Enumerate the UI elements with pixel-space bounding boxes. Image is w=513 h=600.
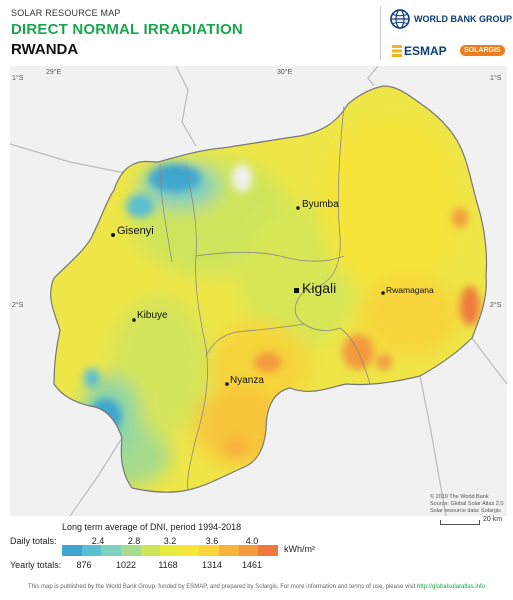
- scale-label: 20 km: [483, 516, 503, 523]
- city-marker-icon: [381, 291, 385, 295]
- yearly-value: 1314: [201, 560, 223, 570]
- esmap-logo: ESMAP: [392, 44, 447, 58]
- credit-line: © 2019 The World Bank: [430, 494, 489, 500]
- footer-text: This map is published by the World Bank …: [27, 584, 416, 590]
- dni-map: Gisenyi Byumba Kigali Rwamagana Kibuye N…: [10, 66, 507, 516]
- yearly-value: 1022: [115, 560, 137, 570]
- ramp-swatch: [179, 545, 200, 556]
- province-borders: [159, 105, 371, 491]
- daily-totals-label: Daily totals:: [10, 536, 57, 546]
- neighbour-border: [367, 66, 379, 87]
- city-label-byumba: Byumba: [302, 199, 339, 210]
- credit-line: Solar resource data: Solargis: [430, 508, 501, 514]
- yearly-value: 1168: [158, 560, 178, 570]
- daily-value: 3.6: [205, 536, 219, 546]
- city-kibuye: Kibuye: [132, 310, 168, 322]
- city-label-kibuye: Kibuye: [137, 310, 168, 321]
- map-kicker: SOLAR RESOURCE MAP: [11, 8, 121, 18]
- daily-value: 3.2: [163, 536, 177, 546]
- map-credit: © 2019 The World Bank Source: Global Sol…: [430, 494, 503, 515]
- world-bank-label: WORLD BANK GROUP: [414, 14, 512, 24]
- legend-unit: kWh/m²: [284, 544, 315, 554]
- daily-value: 4.0: [245, 536, 259, 546]
- city-marker-icon: [132, 318, 136, 322]
- map-footer: This map is published by the World Bank …: [0, 584, 513, 590]
- yearly-value: 876: [76, 560, 92, 570]
- ramp-swatch: [81, 545, 102, 556]
- ramp-swatch: [219, 545, 239, 556]
- ramp-swatch: [101, 545, 121, 556]
- neighbour-border: [69, 437, 123, 516]
- yearly-value: 1461: [241, 560, 263, 570]
- daily-value: 2.8: [127, 536, 141, 546]
- header-divider: [380, 6, 381, 60]
- ramp-swatch: [238, 545, 259, 556]
- city-label-nyanza: Nyanza: [230, 375, 264, 386]
- daily-value: 2.4: [91, 536, 105, 546]
- map-title: DIRECT NORMAL IRRADIATION: [11, 21, 243, 38]
- lat-label-2s-right: 2°S: [490, 302, 502, 309]
- neighbour-border: [175, 66, 197, 147]
- country-name: RWANDA: [11, 41, 79, 58]
- capital-marker-icon: [294, 288, 299, 293]
- neighbour-border: [419, 375, 447, 516]
- ramp-swatch: [258, 545, 279, 556]
- city-kigali: Kigali: [294, 280, 336, 296]
- city-rwamagana: Rwamagana: [381, 285, 434, 295]
- city-marker-icon: [296, 206, 300, 210]
- credit-line: Source: Global Solar Atlas 2.0: [430, 501, 504, 507]
- ramp-swatch: [62, 545, 82, 556]
- city-nyanza: Nyanza: [225, 375, 264, 386]
- atlas-link[interactable]: http://globalsolaratlas.info: [416, 584, 486, 590]
- lon-label-30: 30°E: [277, 69, 293, 76]
- neighbour-border: [471, 337, 507, 385]
- city-label-rwamagana: Rwamagana: [386, 285, 434, 295]
- map-header: SOLAR RESOURCE MAP DIRECT NORMAL IRRADIA…: [0, 0, 513, 64]
- esmap-label: ESMAP: [404, 44, 447, 58]
- ramp-swatch: [140, 545, 161, 556]
- esmap-mark-icon: [392, 45, 402, 57]
- scale-bar: [440, 520, 480, 525]
- city-marker-icon: [225, 382, 229, 386]
- yearly-totals-label: Yearly totals:: [10, 560, 62, 570]
- legend-title: Long term average of DNI, period 1994-20…: [62, 522, 242, 532]
- city-gisenyi: Gisenyi: [111, 225, 154, 237]
- city-byumba: Byumba: [296, 199, 339, 210]
- ramp-swatch: [120, 545, 141, 556]
- color-ramp: [62, 545, 279, 556]
- ramp-swatch: [199, 545, 220, 556]
- globe-icon: [390, 9, 410, 29]
- lon-label-29: 29°E: [46, 69, 62, 76]
- city-label-gisenyi: Gisenyi: [117, 225, 154, 237]
- solargis-logo: SOLARGIS: [460, 45, 505, 56]
- city-marker-icon: [111, 233, 115, 237]
- lat-label-1s-left: 1°S: [12, 75, 24, 82]
- lat-label-1s-right: 1°S: [490, 75, 502, 82]
- city-label-kigali: Kigali: [302, 280, 336, 296]
- world-bank-logo: WORLD BANK GROUP: [390, 9, 512, 29]
- ramp-swatch: [160, 545, 180, 556]
- lat-label-2s-left: 2°S: [12, 302, 24, 309]
- legend: Long term average of DNI, period 1994-20…: [0, 518, 513, 584]
